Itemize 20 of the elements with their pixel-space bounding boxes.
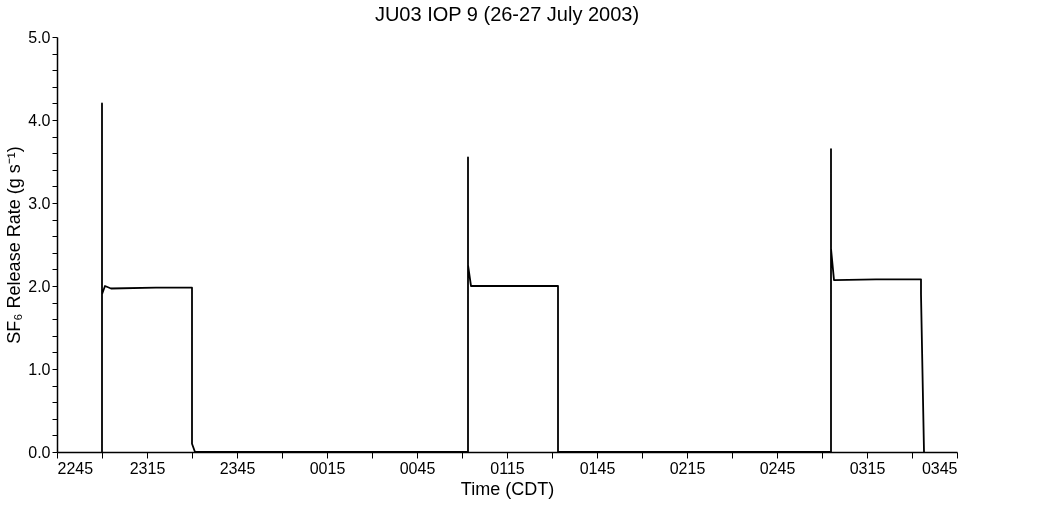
chart-title: JU03 IOP 9 (26-27 July 2003)	[374, 3, 640, 25]
y-tick-label: 3.0	[28, 194, 51, 212]
x-tick-label: 0245	[759, 459, 796, 477]
x-tick-label: 2345	[219, 459, 256, 477]
y-tick-label: 1.0	[28, 360, 51, 378]
x-tick-label: 0045	[399, 459, 436, 477]
x-tick-label: 0115	[490, 459, 525, 477]
x-axis-title: Time (CDT)	[460, 478, 555, 499]
x-tick-label: 2315	[129, 459, 166, 477]
y-tick-label: 4.0	[28, 111, 51, 129]
y-tick-label: 2.0	[28, 277, 51, 295]
x-tick-label: 0015	[309, 459, 346, 477]
x-tick-label: 0215	[669, 459, 706, 477]
y-tick-label: 5.0	[28, 28, 51, 46]
y-axis-title: SF₆ Release Rate (g s⁻¹)	[4, 146, 25, 344]
x-tick-label: 0315	[849, 459, 886, 477]
x-tick-label: 2245	[57, 459, 94, 477]
x-tick-label: 0345	[921, 459, 958, 477]
y-tick-label: 0.0	[28, 443, 51, 461]
x-tick-label: 0145	[579, 459, 616, 477]
